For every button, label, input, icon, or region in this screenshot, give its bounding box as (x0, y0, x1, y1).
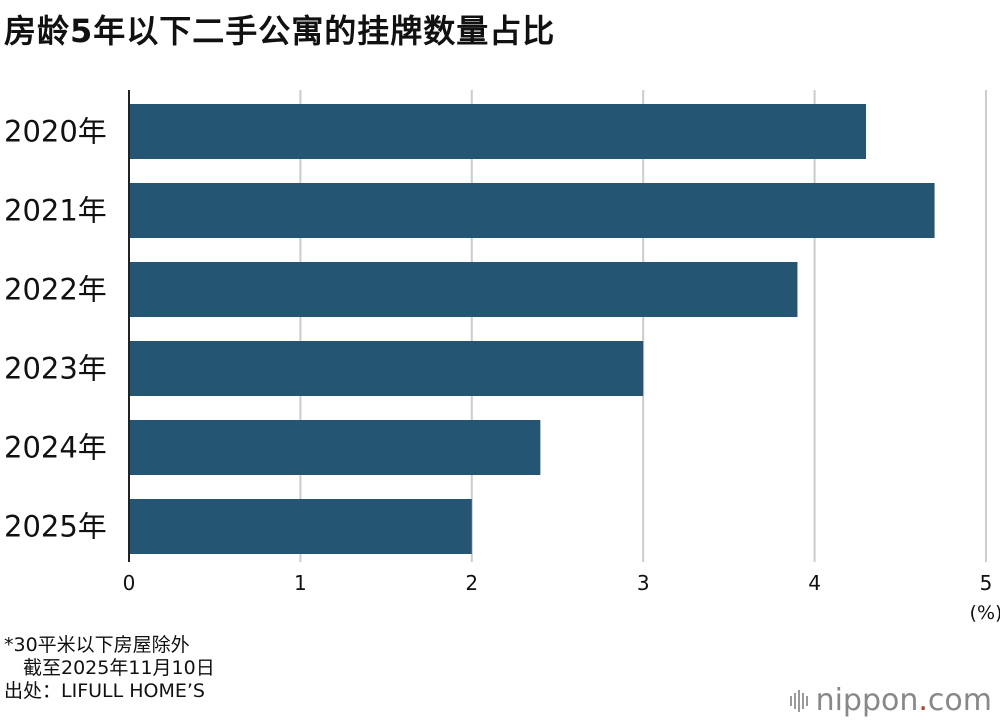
category-label: 2020年 (4, 115, 107, 149)
x-tick-label: 1 (294, 571, 307, 595)
note-date: 截至2025年11月10日 (4, 657, 215, 679)
x-tick-label: 5 (980, 571, 993, 595)
logo-text: nippon (815, 683, 919, 718)
nippon-logo: nippon. com (789, 683, 992, 718)
logo-suffix: com (927, 683, 992, 718)
x-tick-label: 2 (465, 571, 478, 595)
bar (129, 420, 541, 475)
category-label: 2022年 (4, 273, 107, 307)
bar (129, 183, 935, 238)
bars (129, 104, 935, 554)
x-unit-label: (%) (970, 602, 1000, 624)
note-source: 出处：LIFULL HOME’S (4, 680, 205, 702)
footnotes: *30平米以下房屋除外 截至2025年11月10日 出处：LIFULL HOME… (4, 634, 215, 703)
grid-lines (299, 90, 987, 562)
bar (129, 341, 644, 396)
bar (129, 104, 867, 159)
bar (129, 499, 472, 554)
x-tick-label: 3 (637, 571, 650, 595)
chart-title: 房龄5年以下二手公寓的挂牌数量占比 (4, 12, 556, 50)
category-label: 2024年 (4, 431, 107, 465)
category-label: 2021年 (4, 194, 107, 228)
labels: 0 1 2 3 4 5 (%) 2020年 2021年 2022年 2023年 2024年 2025年 (4, 115, 1000, 625)
x-tick-label: 0 (123, 571, 136, 595)
note-exclusion: *30平米以下房屋除外 (4, 634, 190, 656)
bar (129, 262, 798, 317)
category-label: 2025年 (4, 510, 107, 544)
bar-chart: 0 1 2 3 4 5 (%) 2020年 2021年 2022年 2023年 2024年 2025年 (4, 90, 1000, 625)
logo-dot: . (918, 683, 928, 718)
x-tick-label: 4 (808, 571, 821, 595)
logo-bars-icon (789, 689, 808, 712)
category-label: 2023年 (4, 352, 107, 386)
